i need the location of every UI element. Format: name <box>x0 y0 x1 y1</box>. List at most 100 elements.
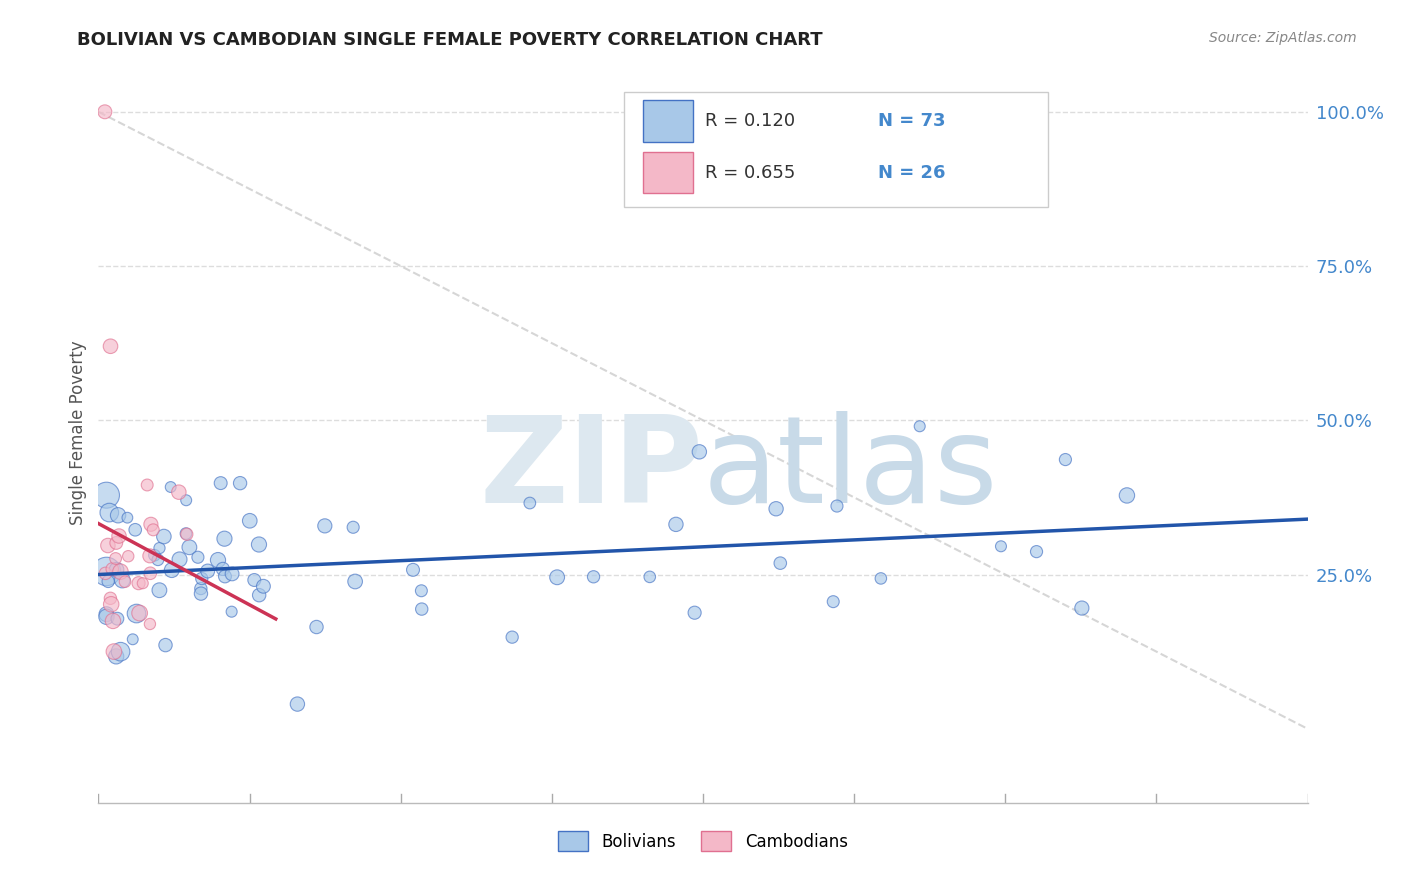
Point <box>174 493 197 508</box>
Point <box>132 576 155 591</box>
Point <box>187 550 209 565</box>
Point <box>229 476 252 491</box>
Point <box>190 587 212 601</box>
Point <box>94 566 117 581</box>
Point <box>100 339 122 353</box>
Point <box>103 644 125 658</box>
Point <box>582 570 605 584</box>
Text: Source: ZipAtlas.com: Source: ZipAtlas.com <box>1209 31 1357 45</box>
Text: N = 73: N = 73 <box>879 112 946 130</box>
Point <box>190 582 212 596</box>
Text: BOLIVIAN VS CAMBODIAN SINGLE FEMALE POVERTY CORRELATION CHART: BOLIVIAN VS CAMBODIAN SINGLE FEMALE POVE… <box>77 31 823 49</box>
Point <box>176 527 198 541</box>
Point <box>247 537 270 551</box>
Point <box>344 574 367 589</box>
Point <box>159 480 181 494</box>
Point <box>160 563 183 577</box>
Point <box>209 476 232 491</box>
Point <box>1054 452 1077 467</box>
Point <box>128 576 150 591</box>
Point <box>121 632 143 647</box>
Point <box>117 510 139 524</box>
Point <box>105 649 128 664</box>
Point <box>174 526 197 541</box>
Point <box>1070 601 1092 615</box>
Point <box>101 614 124 628</box>
Point <box>197 564 219 578</box>
Point <box>139 617 162 632</box>
Point <box>100 591 122 606</box>
Point <box>96 609 118 624</box>
FancyBboxPatch shape <box>643 152 693 194</box>
Point <box>769 556 792 570</box>
Point <box>908 419 931 434</box>
Point <box>990 539 1012 553</box>
Point <box>638 570 661 584</box>
Point <box>870 571 893 585</box>
Point <box>96 488 118 502</box>
Point <box>139 566 162 581</box>
Point <box>98 506 121 520</box>
Point <box>519 496 541 510</box>
Point <box>117 549 139 564</box>
Point <box>688 445 710 459</box>
Point <box>305 620 328 634</box>
Point <box>146 553 169 567</box>
Point <box>221 566 243 581</box>
Point <box>221 605 243 619</box>
Point <box>110 645 132 659</box>
Point <box>107 508 129 523</box>
Point <box>128 606 150 620</box>
Point <box>148 583 170 598</box>
Point <box>823 595 845 609</box>
Text: R = 0.120: R = 0.120 <box>706 112 796 130</box>
Text: N = 26: N = 26 <box>879 164 946 182</box>
Point <box>169 552 191 566</box>
Point <box>114 574 136 589</box>
Point <box>501 630 523 644</box>
FancyBboxPatch shape <box>643 100 693 142</box>
Point <box>105 563 128 577</box>
Point <box>110 565 132 579</box>
Point <box>108 529 131 543</box>
Point <box>546 570 568 584</box>
Y-axis label: Single Female Poverty: Single Female Poverty <box>69 341 87 524</box>
Point <box>402 563 425 577</box>
Point <box>111 573 134 587</box>
Point <box>683 606 706 620</box>
Point <box>148 541 170 555</box>
Point <box>104 551 127 566</box>
Point <box>101 562 124 576</box>
Point <box>167 485 190 500</box>
Point <box>100 597 122 611</box>
Point <box>124 523 146 537</box>
Point <box>825 499 848 513</box>
Point <box>96 565 118 579</box>
Point <box>97 574 120 589</box>
Point <box>214 569 236 583</box>
Point <box>153 529 176 543</box>
Legend: Bolivians, Cambodians: Bolivians, Cambodians <box>551 825 855 857</box>
Point <box>211 562 233 576</box>
Point <box>125 607 148 621</box>
Text: R = 0.655: R = 0.655 <box>706 164 796 182</box>
Point <box>94 104 117 119</box>
Point <box>252 579 274 593</box>
Point <box>105 612 128 626</box>
Point <box>97 539 120 553</box>
FancyBboxPatch shape <box>624 92 1047 207</box>
Point <box>139 549 162 563</box>
Point <box>1025 544 1047 558</box>
Point <box>190 572 212 586</box>
Text: atlas: atlas <box>703 411 998 528</box>
Point <box>139 517 162 532</box>
Point <box>287 697 309 711</box>
Point <box>142 523 165 537</box>
Text: ZIP: ZIP <box>479 411 703 528</box>
Point <box>1116 488 1139 502</box>
Point <box>96 607 118 622</box>
Point <box>314 519 336 533</box>
Point <box>136 478 159 492</box>
Point <box>342 520 364 534</box>
Point <box>247 588 270 602</box>
